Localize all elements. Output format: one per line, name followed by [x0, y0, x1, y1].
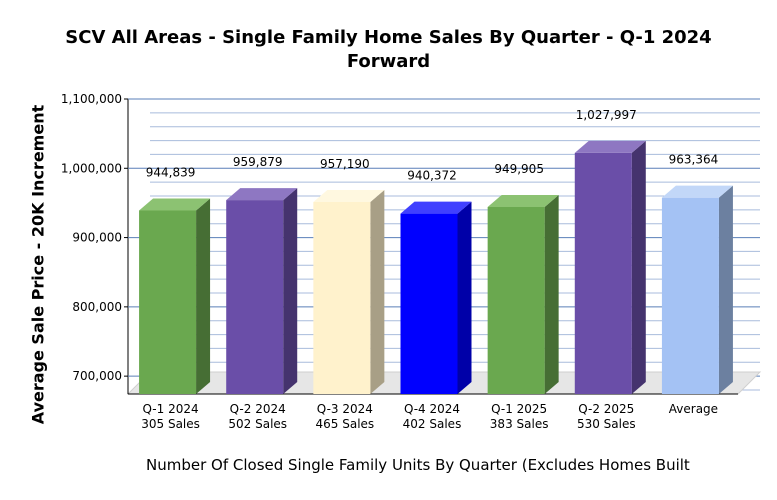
- data-label: 959,879: [233, 155, 283, 169]
- x-tick-label: Q-2 2025: [578, 402, 634, 416]
- data-label: 957,190: [320, 157, 370, 171]
- bar-side: [544, 194, 559, 394]
- x-tick-label: Q-1 2025: [491, 402, 547, 416]
- x-tick-label: Q-3 2024: [317, 402, 373, 416]
- x-tick-sublabel: 383 Sales: [490, 417, 549, 431]
- bar-side: [370, 189, 385, 394]
- bar: [661, 197, 719, 394]
- bar-side: [631, 140, 646, 394]
- y-tick-label: 1,100,000: [61, 92, 122, 106]
- bar: [313, 201, 371, 394]
- bar-top: [574, 140, 646, 153]
- y-tick-label: 700,000: [72, 369, 122, 383]
- bar-top: [226, 188, 298, 201]
- bar: [574, 152, 632, 394]
- bar-top: [313, 189, 385, 202]
- bar-side: [196, 198, 211, 394]
- y-tick-label: 900,000: [72, 231, 122, 245]
- x-tick-label: Q-1 2024: [143, 402, 199, 416]
- x-tick-sublabel: 305 Sales: [141, 417, 200, 431]
- data-label: 940,372: [407, 169, 457, 183]
- x-tick-sublabel: 465 Sales: [316, 417, 375, 431]
- data-label: 963,364: [669, 153, 719, 167]
- x-tick-sublabel: 530 Sales: [577, 417, 636, 431]
- x-tick-label: Average: [669, 402, 718, 416]
- chart-title-line-1: SCV All Areas - Single Family Home Sales…: [65, 27, 712, 48]
- data-label: 1,027,997: [576, 108, 637, 122]
- y-tick-label: 1,000,000: [61, 161, 122, 175]
- x-tick-label: Q-2 2024: [230, 402, 286, 416]
- chart-title: SCV All Areas - Single Family Home Sales…: [0, 26, 777, 74]
- x-axis-label: Number Of Closed Single Family Units By …: [146, 456, 690, 474]
- x-tick-label: Q-4 2024: [404, 402, 460, 416]
- bar: [487, 206, 545, 394]
- bar-top: [139, 198, 211, 211]
- chart-title-line-2: Forward: [346, 51, 431, 72]
- bar: [226, 200, 284, 394]
- data-label: 944,839: [146, 166, 196, 180]
- bar: [400, 213, 458, 394]
- data-label: 949,905: [494, 162, 544, 176]
- bar-top: [400, 201, 472, 214]
- y-tick-label: 800,000: [72, 300, 122, 314]
- bar-side: [718, 185, 733, 394]
- bar: [139, 210, 197, 394]
- bar-top: [661, 185, 733, 198]
- bar-side: [457, 201, 472, 394]
- x-tick-sublabel: 502 Sales: [228, 417, 287, 431]
- x-tick-sublabel: 402 Sales: [403, 417, 462, 431]
- bar-top: [487, 194, 559, 207]
- bar-side: [283, 188, 298, 394]
